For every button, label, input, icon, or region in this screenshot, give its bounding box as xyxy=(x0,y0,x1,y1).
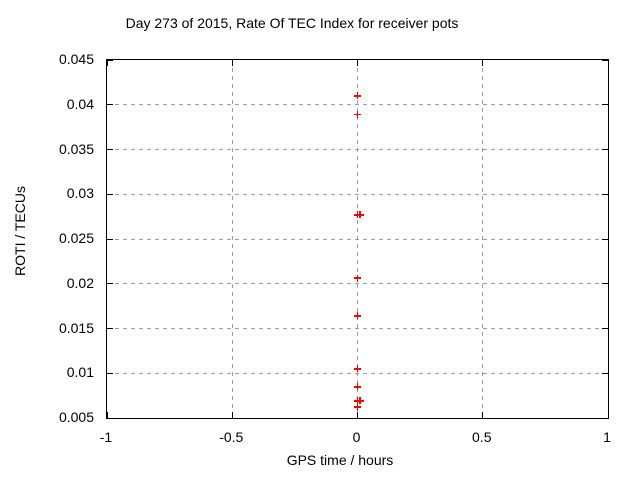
y-tick-mark xyxy=(107,238,113,240)
y-tick-mark xyxy=(602,238,608,240)
data-point-marker xyxy=(356,397,364,405)
y-tick-label: 0.015 xyxy=(58,319,94,336)
data-point-marker xyxy=(354,383,361,391)
y-tick-mark xyxy=(602,193,608,195)
y-tick-label: 0.03 xyxy=(66,185,94,202)
y-tick-mark xyxy=(107,328,113,329)
x-tick-mark xyxy=(607,60,609,66)
chart-title: Day 273 of 2015, Rate Of TEC Index for r… xyxy=(125,15,459,31)
x-axis-label: GPS time / hours xyxy=(286,452,394,468)
x-gridline xyxy=(357,60,358,418)
y-tick-label: 0.005 xyxy=(58,409,94,425)
y-tick-mark xyxy=(107,372,113,374)
x-tick-mark xyxy=(231,412,233,418)
x-tick-mark xyxy=(357,60,358,66)
y-tick-mark xyxy=(602,149,608,150)
y-tick-mark xyxy=(602,104,608,106)
x-tick-label: 1 xyxy=(603,429,611,445)
y-tick-mark xyxy=(602,328,608,329)
y-tick-label: 0.01 xyxy=(66,364,94,381)
x-tick-mark xyxy=(106,60,108,66)
y-tick-mark xyxy=(107,193,113,195)
x-tick-label: 0.5 xyxy=(472,429,492,445)
y-tick-mark xyxy=(107,283,113,285)
x-tick-label: -1 xyxy=(99,429,113,445)
y-tick-mark xyxy=(602,417,608,419)
y-tick-mark xyxy=(107,59,113,61)
y-tick-mark xyxy=(107,149,113,150)
y-tick-label: 0.025 xyxy=(58,230,94,246)
data-point-marker xyxy=(354,312,361,320)
x-tick-mark xyxy=(357,412,358,418)
y-tick-mark xyxy=(602,372,608,374)
y-tick-mark xyxy=(602,59,608,61)
x-tick-mark xyxy=(482,412,484,418)
y-tick-mark xyxy=(107,104,113,106)
x-tick-mark xyxy=(231,60,233,66)
data-point-marker xyxy=(354,365,361,373)
y-tick-label: 0.035 xyxy=(58,140,94,157)
y-tick-label: 0.02 xyxy=(66,274,94,291)
y-tick-label: 0.04 xyxy=(66,95,94,112)
data-point-marker xyxy=(354,111,361,119)
x-tick-mark xyxy=(607,412,609,418)
x-tick-label: -0.5 xyxy=(219,429,244,445)
y-tick-mark xyxy=(107,417,113,419)
plot-area xyxy=(106,59,609,419)
x-gridline xyxy=(482,60,484,418)
y-tick-mark xyxy=(602,283,608,285)
y-tick-label: 0.045 xyxy=(58,51,94,67)
x-tick-mark xyxy=(482,60,484,66)
data-point-marker xyxy=(354,274,361,282)
x-tick-mark xyxy=(106,412,108,418)
data-point-marker xyxy=(354,403,361,411)
data-point-marker xyxy=(356,211,364,219)
data-point-marker xyxy=(354,92,361,100)
x-gridline xyxy=(231,60,233,418)
x-tick-label: 0 xyxy=(352,429,361,445)
